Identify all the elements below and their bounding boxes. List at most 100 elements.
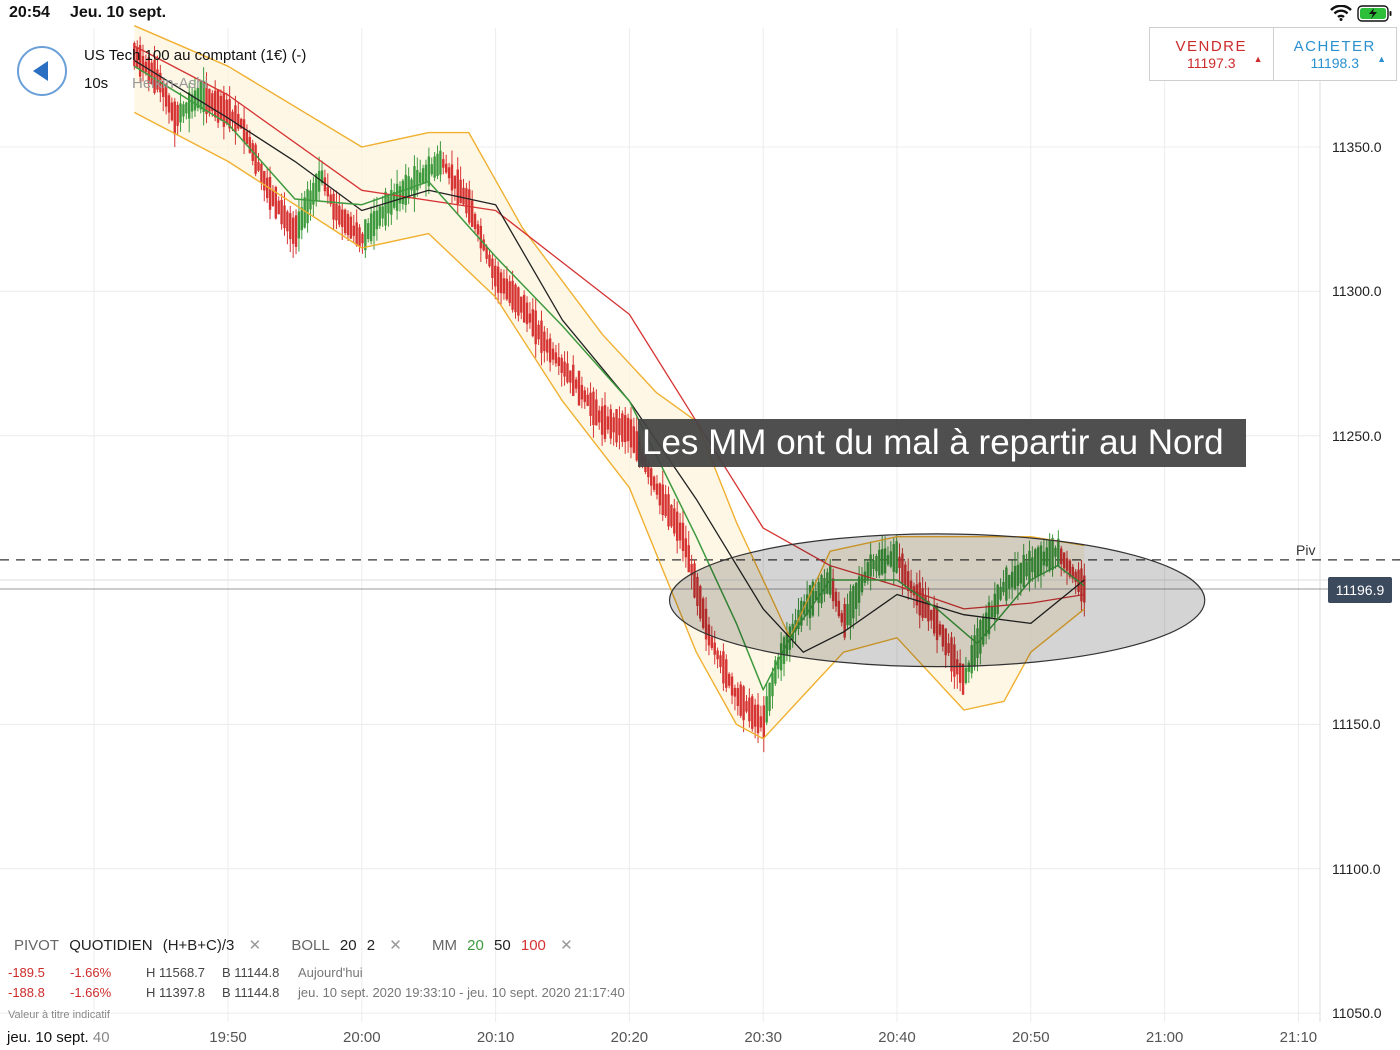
candle [196,84,200,112]
candle [710,626,714,651]
legend-boll-dev[interactable]: 2 [366,937,376,954]
buy-button[interactable]: ACHETER 11198.3 ▲ [1272,28,1397,80]
candle [736,682,740,716]
instrument-name[interactable]: US Tech 100 au comptant (1€) (-) [84,47,307,64]
candle [245,124,249,145]
close-icon[interactable]: ✕ [560,937,573,954]
candle [1022,543,1025,590]
close-icon[interactable]: ✕ [389,937,402,954]
candle [823,569,826,603]
candle [182,101,185,124]
candle [808,584,812,631]
candle [546,328,549,361]
candle [496,261,500,304]
legend-mm-20[interactable]: 20 [467,937,484,954]
candle [387,194,390,227]
candle [531,298,535,338]
chart-type-selector[interactable]: Heikin-Ashi [132,75,208,92]
candle [1028,540,1031,592]
legend-boll[interactable]: BOLL [291,937,330,954]
close-icon[interactable]: ✕ [248,937,262,954]
candle [202,67,205,126]
candle [401,178,405,210]
legend-pivot-period[interactable]: QUOTIDIEN [69,937,153,954]
candle [185,101,188,120]
back-arrow-icon [33,61,48,81]
candle [753,698,757,739]
candle [303,190,306,229]
candle [283,192,286,236]
interval-selector[interactable]: 10s [84,75,109,92]
candle [306,181,309,233]
indicative-note: Valeur à titre indicatif [8,1009,110,1021]
status-date: Jeu. 10 sept. [70,4,167,21]
sell-button[interactable]: VENDRE 11197.3 ▲ [1150,28,1273,80]
candle [1025,553,1028,581]
candle [670,504,673,529]
candle [898,543,901,581]
mm20-line [133,65,1085,691]
candle [494,258,497,300]
candle [1013,552,1017,591]
candle [444,154,448,174]
candle [675,501,679,554]
candle [846,593,849,630]
candle [704,597,708,652]
candle [355,209,358,247]
candle [673,498,676,537]
candle [624,407,627,454]
legend-pivot-formula[interactable]: (H+B+C)/3 [162,937,235,954]
candle [875,553,878,579]
candle [713,630,716,665]
candle [886,546,890,567]
candle [234,95,237,145]
candle [216,89,220,128]
candle [263,170,266,202]
candle [831,568,835,610]
legend-mm-50[interactable]: 50 [494,937,511,954]
candle [774,655,777,686]
candle [248,129,252,154]
x-tick-label: 20:40 [878,1029,916,1046]
candle [693,559,696,599]
candle [326,173,330,204]
candle [932,595,936,637]
buy-label: ACHETER [1293,38,1376,55]
candle [765,682,768,726]
candle [727,672,731,689]
candle [612,412,615,446]
candle [667,486,670,531]
x-tick-label: 19:50 [209,1029,247,1046]
candle [863,558,867,587]
candle [756,693,760,744]
legend-boll-period[interactable]: 20 [339,937,357,954]
y-tick-label: 11350.0 [1332,139,1382,155]
candle [413,155,416,213]
legend-mm-100[interactable]: 100 [520,937,546,954]
y-tick-label: 11050.0 [1332,1005,1382,1022]
candle [364,218,367,258]
candle [996,583,999,621]
candle [1057,530,1060,567]
indicator-legend: PIVOT QUOTIDIEN (H+B+C)/3 ✕ BOLL 20 2 ✕ … [14,936,599,954]
stat-period: jeu. 10 sept. 2020 19:33:10 - jeu. 10 se… [298,985,625,1000]
candle [1042,538,1046,577]
candle [499,268,503,305]
candle [462,178,465,206]
candle [837,591,841,619]
back-button[interactable] [17,46,67,96]
candle [346,210,350,241]
candle [289,205,292,253]
candle [860,567,864,596]
legend-mm[interactable]: MM [431,937,457,954]
up-arrow-icon: ▲ [1377,54,1386,64]
candle [1008,574,1011,599]
candle [332,190,335,231]
candle [716,647,719,669]
buy-price: 11198.3 [1310,55,1360,71]
candle [1002,570,1005,596]
candle [661,470,664,521]
legend-pivot[interactable]: PIVOT [14,937,60,954]
candle [583,386,586,409]
